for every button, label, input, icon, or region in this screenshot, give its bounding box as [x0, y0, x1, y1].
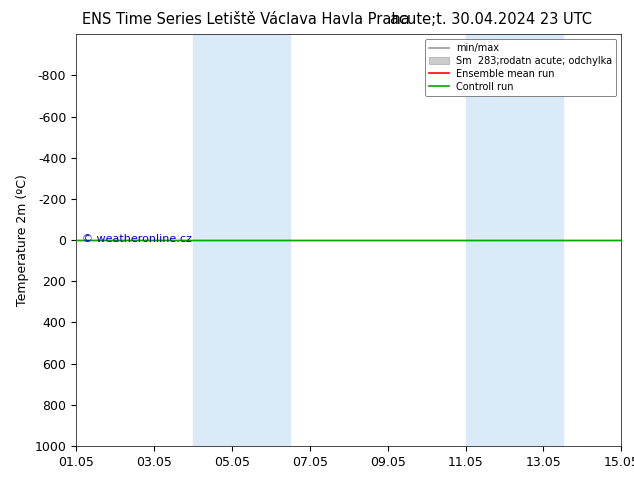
Bar: [193, 34, 251, 446]
Y-axis label: Temperature 2m (ºC): Temperature 2m (ºC): [16, 174, 29, 306]
Bar: [465, 34, 505, 446]
Text: ENS Time Series Letiště Václava Havla Praha: ENS Time Series Letiště Václava Havla Pr…: [82, 12, 410, 27]
Bar: [251, 34, 290, 446]
Legend: min/max, Sm  283;rodatn acute; odchylka, Ensemble mean run, Controll run: min/max, Sm 283;rodatn acute; odchylka, …: [425, 39, 616, 96]
Bar: [505, 34, 563, 446]
Text: © weatheronline.cz: © weatheronline.cz: [82, 234, 191, 244]
Text: acute;t. 30.04.2024 23 UTC: acute;t. 30.04.2024 23 UTC: [390, 12, 592, 27]
